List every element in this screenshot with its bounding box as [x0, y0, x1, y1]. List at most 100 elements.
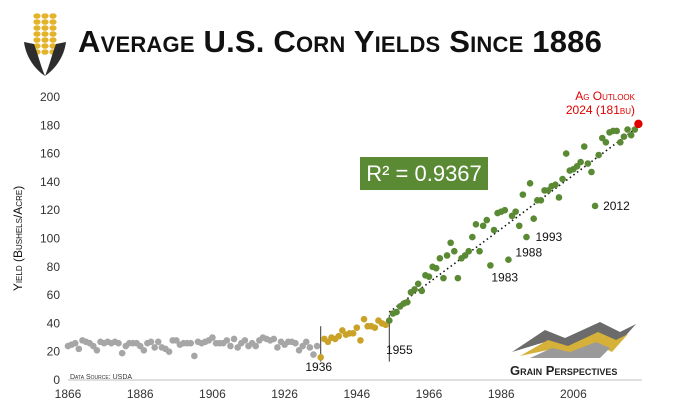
y-tick-label: 80	[47, 260, 61, 274]
y-tick-label: 100	[40, 232, 60, 246]
data-point-modern	[519, 191, 527, 198]
y-tick-label: 0	[53, 373, 60, 387]
data-point-early	[93, 346, 101, 354]
y-tick-label: 200	[40, 90, 60, 104]
data-point-modern	[555, 194, 563, 201]
corn-kernel	[49, 13, 57, 19]
data-point-early	[230, 335, 238, 343]
data-point-modern	[562, 150, 570, 157]
data-point-early	[270, 335, 278, 343]
y-tick-label: 160	[40, 147, 60, 161]
data-point-early	[209, 334, 216, 341]
data-source-label: Data Source: USDA	[70, 374, 132, 381]
data-point-modern	[443, 252, 451, 259]
data-point-mid	[360, 315, 368, 323]
data-point-early	[227, 342, 234, 350]
x-tick-label: 1866	[55, 387, 82, 401]
corn-kernel	[49, 25, 57, 31]
data-point-modern	[483, 216, 491, 224]
data-point-early	[151, 344, 158, 351]
corn-kernel	[49, 31, 57, 37]
data-point-modern	[393, 308, 400, 316]
data-point-modern	[411, 286, 418, 293]
y-axis-title: Yield (Bushels/Acre)	[11, 186, 25, 291]
data-point-modern	[450, 247, 458, 255]
year-annotation: 2012	[603, 199, 630, 213]
data-point-modern	[588, 168, 595, 176]
data-point-modern	[595, 151, 602, 159]
x-tick-label: 1886	[127, 387, 154, 401]
data-point-modern	[469, 233, 476, 241]
data-point-modern	[515, 222, 523, 230]
data-point-modern	[476, 247, 483, 255]
brand-name: Grain Perspectives	[510, 363, 617, 378]
year-annotation: 1993	[535, 230, 562, 244]
y-tick-label: 60	[47, 288, 61, 302]
data-point-early	[223, 337, 231, 344]
era-divider-label: 1936	[305, 360, 332, 374]
x-tick-label: 1926	[271, 387, 298, 401]
data-point-modern	[624, 126, 631, 133]
data-point-modern	[454, 274, 462, 282]
data-point-early	[302, 338, 310, 346]
corn-kernel	[33, 13, 41, 19]
data-point-modern	[432, 264, 440, 272]
data-point-early	[252, 342, 260, 350]
data-point-modern	[537, 196, 545, 204]
data-point-modern	[512, 208, 519, 215]
x-tick-label: 1986	[488, 387, 515, 401]
data-point-modern	[418, 287, 426, 295]
y-tick-label: 20	[47, 345, 61, 359]
data-point-modern	[627, 131, 635, 139]
data-point-modern	[447, 239, 454, 247]
corn-kernel	[41, 13, 49, 19]
data-point-early	[71, 339, 79, 347]
r-squared-box: R² = 0.9367	[360, 157, 488, 190]
data-point-modern	[620, 133, 628, 140]
data-point-modern	[490, 226, 498, 234]
data-point-early	[274, 344, 281, 351]
data-point-early	[118, 349, 126, 357]
data-point-modern	[505, 256, 512, 264]
data-point-early	[187, 339, 195, 347]
data-point-mid	[353, 324, 361, 331]
data-point-early	[241, 337, 249, 344]
data-point-modern	[613, 127, 621, 135]
outlook-label-line1: Ag Outlook	[575, 89, 635, 103]
data-point-mid	[335, 332, 343, 340]
r-squared-label: R² = 0.9367	[366, 161, 482, 186]
data-point-modern	[501, 206, 509, 214]
data-point-modern	[404, 298, 411, 306]
data-point-early	[191, 352, 198, 360]
data-point-modern	[631, 126, 639, 133]
data-point-modern	[436, 255, 444, 262]
corn-kernel	[41, 19, 49, 25]
data-point-early	[292, 339, 299, 347]
data-point-modern	[414, 280, 422, 288]
data-point-modern	[617, 138, 624, 146]
data-point-mid	[317, 354, 325, 361]
corn-kernel	[41, 31, 49, 37]
data-point-modern	[526, 180, 534, 187]
era-divider-label: 1955	[386, 343, 413, 357]
y-tick-label: 180	[40, 118, 60, 132]
data-point-modern	[591, 202, 599, 210]
corn-kernel	[41, 49, 49, 55]
y-tick-label: 40	[47, 316, 61, 330]
x-tick-label: 1906	[199, 387, 226, 401]
outlook-label-line2: 2024 (181bu)	[566, 103, 635, 117]
data-point-modern	[465, 247, 473, 255]
grain-perspectives-logo: Grain Perspectives	[510, 322, 636, 378]
corn-kernel	[49, 19, 57, 25]
data-point-mid	[357, 337, 364, 344]
y-tick-label: 120	[40, 203, 60, 217]
corn-kernel	[33, 31, 41, 37]
data-point-modern	[559, 175, 566, 183]
data-point-mid	[371, 324, 379, 331]
x-tick-label: 1946	[343, 387, 370, 401]
data-point-early	[115, 339, 122, 347]
data-point-early	[147, 338, 155, 346]
data-point-modern	[487, 262, 494, 269]
data-point-early	[165, 348, 173, 356]
